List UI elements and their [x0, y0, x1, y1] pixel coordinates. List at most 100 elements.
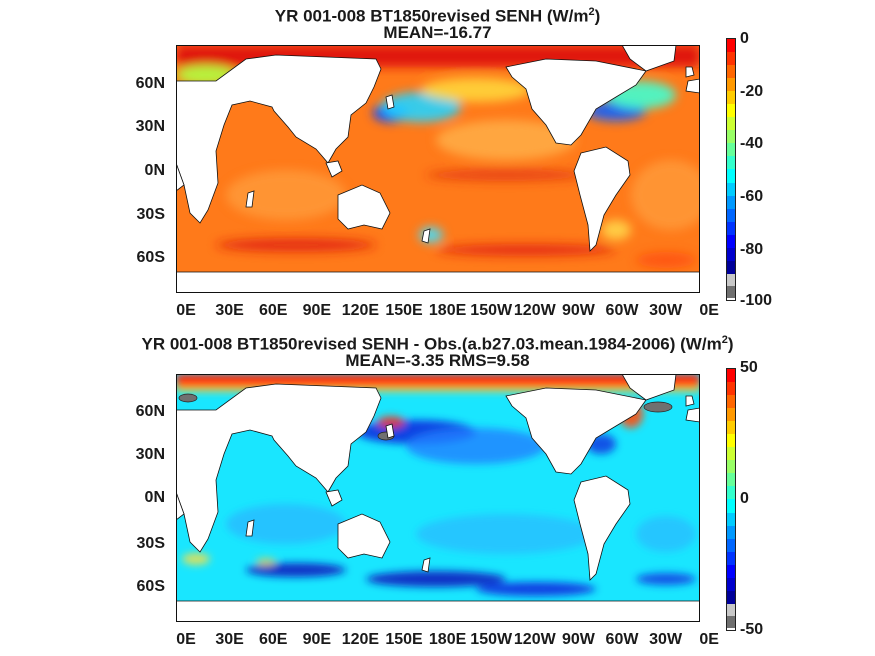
panel2-land-europe-west	[685, 407, 700, 423]
panel1-colorbar	[726, 38, 736, 301]
colorbar-segment	[727, 473, 735, 487]
colorbar-segment	[727, 590, 735, 604]
panel2-lon-label: 90E	[302, 631, 332, 648]
panel1-lat-label: 60S	[136, 249, 165, 266]
panel2-lat-label: 30N	[135, 446, 165, 463]
panel1-lon-label: 120W	[513, 302, 556, 319]
panel1-land-eurasia-africa	[176, 54, 382, 224]
colorbar-segment	[727, 577, 735, 591]
colorbar-segment	[727, 447, 735, 461]
colorbar-missing-segment	[727, 603, 735, 616]
colorbar-segment	[727, 169, 735, 183]
panel2-land-australia	[337, 513, 391, 559]
colorbar-segment	[727, 91, 735, 105]
panel2-lon-label: 0E	[176, 631, 196, 648]
panel2-colorbar-label: -50	[740, 621, 764, 638]
panel1-colorbar-label: -80	[740, 241, 764, 258]
panel1-lat-label: 60N	[135, 75, 165, 92]
panel2-land-eurasia-africa	[176, 383, 382, 553]
panel2-lon-label: 150E	[385, 631, 423, 648]
panel1-lon-label: 180E	[428, 302, 467, 319]
panel2-frame	[176, 374, 700, 622]
panel2-land	[176, 374, 700, 622]
panel2-lat-label: 60S	[136, 578, 165, 595]
panel1-lon-label: 120E	[341, 302, 380, 319]
panel2-colorbar-label: 50	[740, 359, 758, 376]
panel2-lon-label: 120W	[513, 631, 556, 648]
panel2-lon-label: 120E	[341, 631, 380, 648]
panel1-land-westafrica	[176, 162, 185, 192]
colorbar-segment	[727, 143, 735, 157]
panel2-land-borneo	[325, 489, 343, 507]
panel1-map	[176, 45, 700, 293]
panel1-colorbar-label: -20	[740, 83, 764, 100]
panel2-lon-label: 0E	[699, 631, 719, 648]
colorbar-segment	[727, 247, 735, 261]
colorbar-segment	[727, 395, 735, 409]
colorbar-segment	[727, 208, 735, 222]
colorbar-segment	[727, 486, 735, 500]
panel1-land-greenland	[621, 45, 677, 72]
panel1-land-borneo	[325, 160, 343, 178]
colorbar-segment	[727, 434, 735, 448]
colorbar-segment	[727, 421, 735, 435]
panel2-lon-label: 180E	[428, 631, 467, 648]
colorbar-segment	[727, 382, 735, 396]
panel1-land-newzealand	[421, 228, 431, 244]
colorbar-segment	[727, 156, 735, 170]
panel2-lon-label: 150W	[470, 631, 513, 648]
colorbar-segment	[727, 221, 735, 235]
colorbar-segment	[727, 460, 735, 474]
panel2-lon-label: 60E	[258, 631, 288, 648]
panel1-lon-label: 30W	[649, 302, 683, 319]
panel2-missing-patch	[643, 401, 673, 413]
panel1-land	[176, 45, 700, 293]
panel2-land-greenland	[621, 374, 677, 401]
panel1-lon-label: 60E	[258, 302, 288, 319]
panel2-field	[176, 374, 700, 596]
panel2-land-japan	[385, 423, 395, 439]
panel1-map-svg	[176, 45, 700, 293]
panel1-frame	[176, 45, 700, 293]
panel2-colorbar-label: 0	[740, 490, 749, 507]
colorbar-segment	[727, 525, 735, 539]
colorbar-segment	[727, 499, 735, 513]
panel1-colorbar-label: -60	[740, 188, 764, 205]
panel2-land-uk	[685, 395, 695, 407]
colorbar-segment	[727, 369, 735, 383]
panel2-land-newzealand	[421, 557, 431, 573]
panel1-land-uk	[685, 66, 695, 78]
panel2-lon-label: 60W	[605, 631, 639, 648]
panel1-lon-label: 150W	[470, 302, 513, 319]
panel2-land-antarctica	[176, 600, 700, 622]
panel1-land-southamerica	[573, 146, 631, 252]
colorbar-segment	[727, 182, 735, 196]
panel1-lon-label: 90W	[561, 302, 595, 319]
colorbar-segment	[727, 52, 735, 66]
panel2-land-northamerica	[505, 387, 647, 475]
colorbar-segment	[727, 260, 735, 274]
panel1-title-line1: YR 001-008 BT1850revised SENH (W/m2)	[274, 6, 601, 26]
panel2-missing-patch	[178, 393, 198, 403]
panel2-lon-label: 30E	[215, 631, 244, 648]
colorbar-missing-segment	[727, 615, 735, 628]
panel1-lat-label: 0N	[144, 162, 165, 179]
panel1-lat-label: 30S	[136, 206, 165, 223]
colorbar-segment	[727, 234, 735, 248]
panel2-lat-label: 60N	[135, 403, 165, 420]
panel1-land-madagascar	[245, 190, 255, 208]
panel2-land-southamerica	[573, 475, 631, 581]
panel1-lon-label: 60W	[605, 302, 639, 319]
colorbar-segment	[727, 564, 735, 578]
colorbar-segment	[727, 551, 735, 565]
colorbar-segment	[727, 538, 735, 552]
panel2-map	[176, 374, 700, 622]
panel2-lat-label: 0N	[144, 489, 165, 506]
panel2-map-svg	[176, 374, 700, 622]
panel1-land-europe-west	[685, 78, 700, 94]
panel1-colorbar-label: 0	[740, 30, 749, 47]
panel1-land-northamerica	[505, 58, 647, 146]
panel1-lon-label: 30E	[215, 302, 244, 319]
colorbar-missing-segment	[727, 285, 735, 298]
panel1-land-antarctica	[176, 271, 700, 293]
